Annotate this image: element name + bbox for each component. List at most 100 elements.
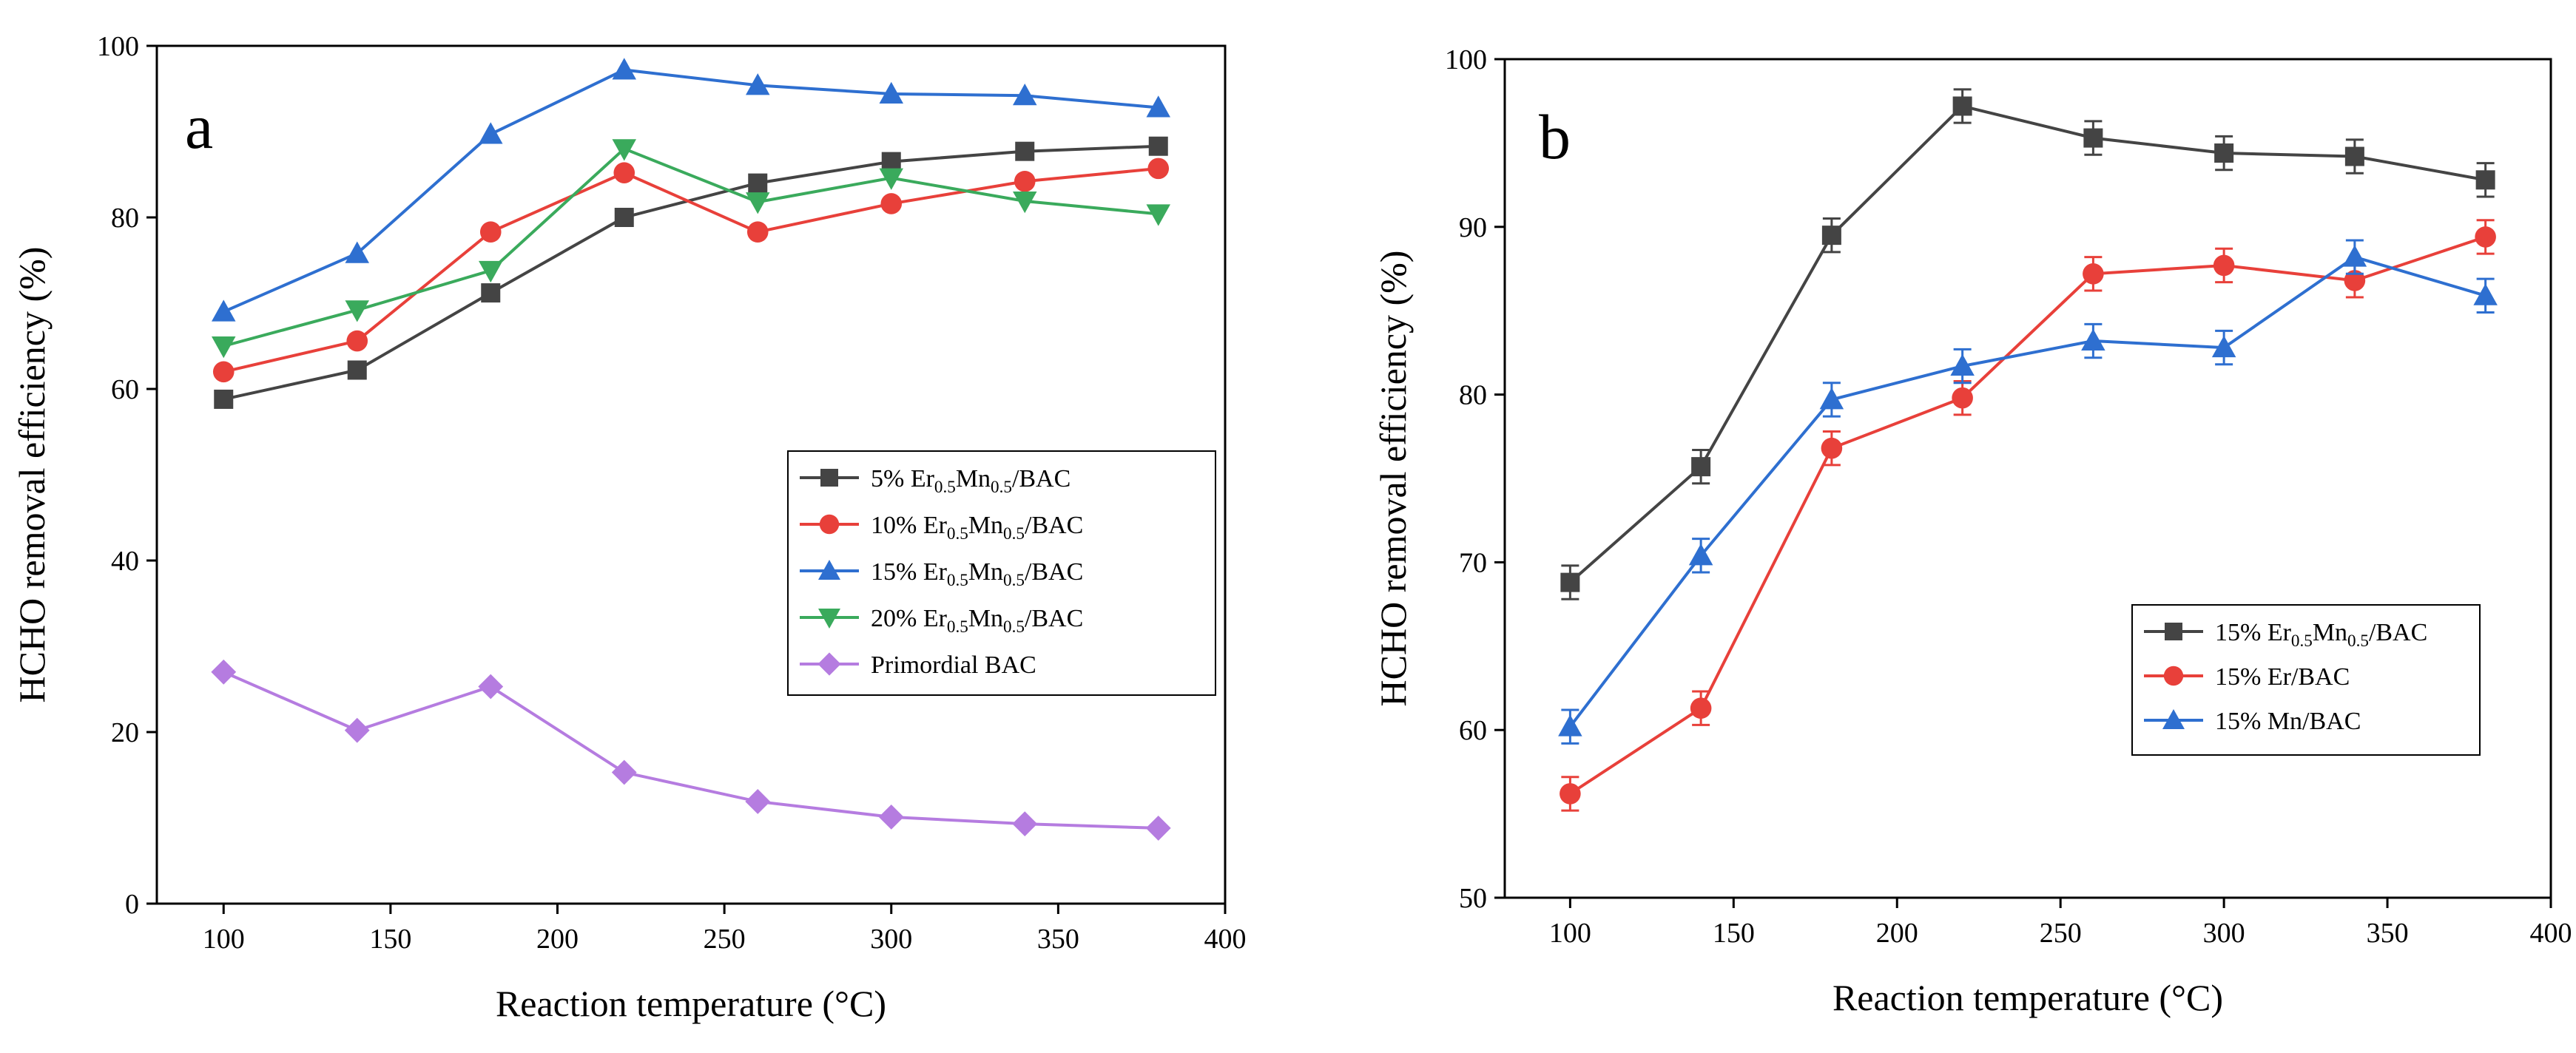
y-tick-label: 100 (1445, 44, 1487, 75)
data-point (745, 789, 771, 814)
legend-item: 20% Er0.5Mn0.5/BAC (800, 605, 1083, 637)
panel-label: a (185, 91, 213, 162)
legend-label-part: 10% Er (871, 512, 948, 539)
series-15-er0-5mn0-5-bac (212, 58, 1170, 322)
x-tick-label: 300 (870, 924, 912, 955)
data-point (2344, 270, 2366, 291)
data-point (2214, 143, 2234, 163)
data-point (611, 759, 637, 785)
x-tick-label: 250 (704, 924, 746, 955)
x-tick-label: 350 (2367, 918, 2409, 949)
data-point (345, 241, 369, 263)
legend-label-part: 15% Er (871, 558, 948, 586)
x-axis-title: Reaction temperature (°C) (496, 983, 886, 1024)
x-tick-label: 200 (1876, 918, 1918, 949)
x-tick-label: 100 (203, 924, 245, 955)
legend-item: 15% Er0.5Mn0.5/BAC (2144, 619, 2427, 651)
data-point (878, 804, 904, 830)
data-point (614, 208, 634, 227)
data-point (214, 389, 234, 409)
legend-label: 15% Er0.5Mn0.5/BAC (871, 558, 1083, 590)
legend-label: 15% Er0.5Mn0.5/BAC (2215, 619, 2427, 651)
data-point (2083, 263, 2104, 285)
legend-label-part: 0.5 (947, 524, 968, 544)
data-point (2473, 283, 2498, 305)
data-point (881, 152, 901, 172)
data-point (478, 674, 504, 700)
data-point (1560, 783, 1581, 805)
x-tick-label: 150 (1713, 918, 1755, 949)
data-point (1147, 158, 1170, 180)
data-point (2475, 226, 2496, 248)
x-tick-label: 150 (369, 924, 411, 955)
data-point (1821, 437, 1843, 459)
legend-marker (819, 514, 840, 535)
legend-label-part: /BAC (1025, 558, 1083, 586)
data-point (1821, 226, 1841, 246)
data-point (612, 139, 636, 161)
series-15-er-bac (1560, 219, 2496, 812)
legend-box (787, 450, 1216, 696)
y-axis-title: HCHO removal efficiency (%) (1372, 251, 1414, 707)
legend-label-part: 15% Mn/BAC (2215, 708, 2361, 735)
x-tick-label: 400 (1204, 924, 1247, 955)
legend-item: 15% Mn/BAC (2144, 708, 2361, 735)
series-line (223, 68, 1159, 314)
data-point (746, 192, 770, 214)
legend-label: 20% Er0.5Mn0.5/BAC (871, 605, 1083, 637)
y-tick-label: 60 (111, 374, 139, 405)
legend-item: 15% Er/BAC (2144, 663, 2350, 691)
data-point (211, 659, 237, 685)
data-point (2211, 335, 2236, 358)
legend-label-part: 0.5 (947, 617, 968, 637)
data-point (1014, 170, 1036, 192)
legend-marker (2165, 623, 2182, 640)
data-point (1819, 387, 1844, 410)
data-point (212, 361, 235, 383)
legend-label-part: 0.5 (991, 478, 1012, 497)
legend-label-part: Mn (2313, 619, 2347, 646)
data-point (1691, 457, 1711, 477)
data-point (613, 162, 635, 183)
legend-label-part: /BAC (1025, 512, 1083, 539)
data-point (2475, 170, 2495, 190)
data-point (1013, 84, 1037, 106)
legend-label-part: 15% Er (2215, 619, 2292, 646)
panel-label: b (1539, 101, 1571, 172)
series-10-er0-5mn0-5-bac (212, 158, 1170, 383)
data-point (1146, 95, 1170, 118)
x-tick-label: 100 (1549, 918, 1591, 949)
y-tick-label: 60 (1459, 715, 1487, 746)
legend-label: Primordial BAC (871, 651, 1036, 679)
y-tick-label: 80 (111, 203, 139, 234)
series-20-er0-5mn0-5-bac (212, 139, 1170, 359)
legend-label-part: Mn (968, 558, 1003, 586)
data-point (1558, 714, 1582, 737)
legend-label-part: 0.5 (1003, 571, 1025, 590)
data-point (1015, 141, 1035, 161)
data-point (748, 173, 768, 193)
data-point (1688, 544, 1713, 566)
data-point (1560, 572, 1580, 592)
x-tick-label: 400 (2530, 918, 2572, 949)
data-point (2083, 128, 2103, 148)
data-point (879, 168, 903, 190)
legend-box (2131, 604, 2481, 756)
x-tick-label: 200 (536, 924, 579, 955)
legend-label: 15% Er/BAC (2215, 663, 2350, 691)
y-tick-label: 40 (111, 546, 139, 577)
plot-frame (1503, 58, 2552, 899)
x-tick-label: 300 (2203, 918, 2245, 949)
series-line (223, 670, 1159, 830)
data-point (1145, 816, 1171, 841)
legend-label-part: Primordial BAC (871, 651, 1036, 679)
legend-label-part: 15% Er/BAC (2215, 663, 2350, 691)
data-point (2213, 254, 2235, 277)
legend-marker (818, 560, 840, 580)
data-point (1146, 204, 1170, 226)
legend-label-part: Mn (956, 465, 991, 492)
data-point (212, 299, 236, 322)
y-tick-label: 70 (1459, 547, 1487, 578)
legend-marker (817, 652, 841, 676)
